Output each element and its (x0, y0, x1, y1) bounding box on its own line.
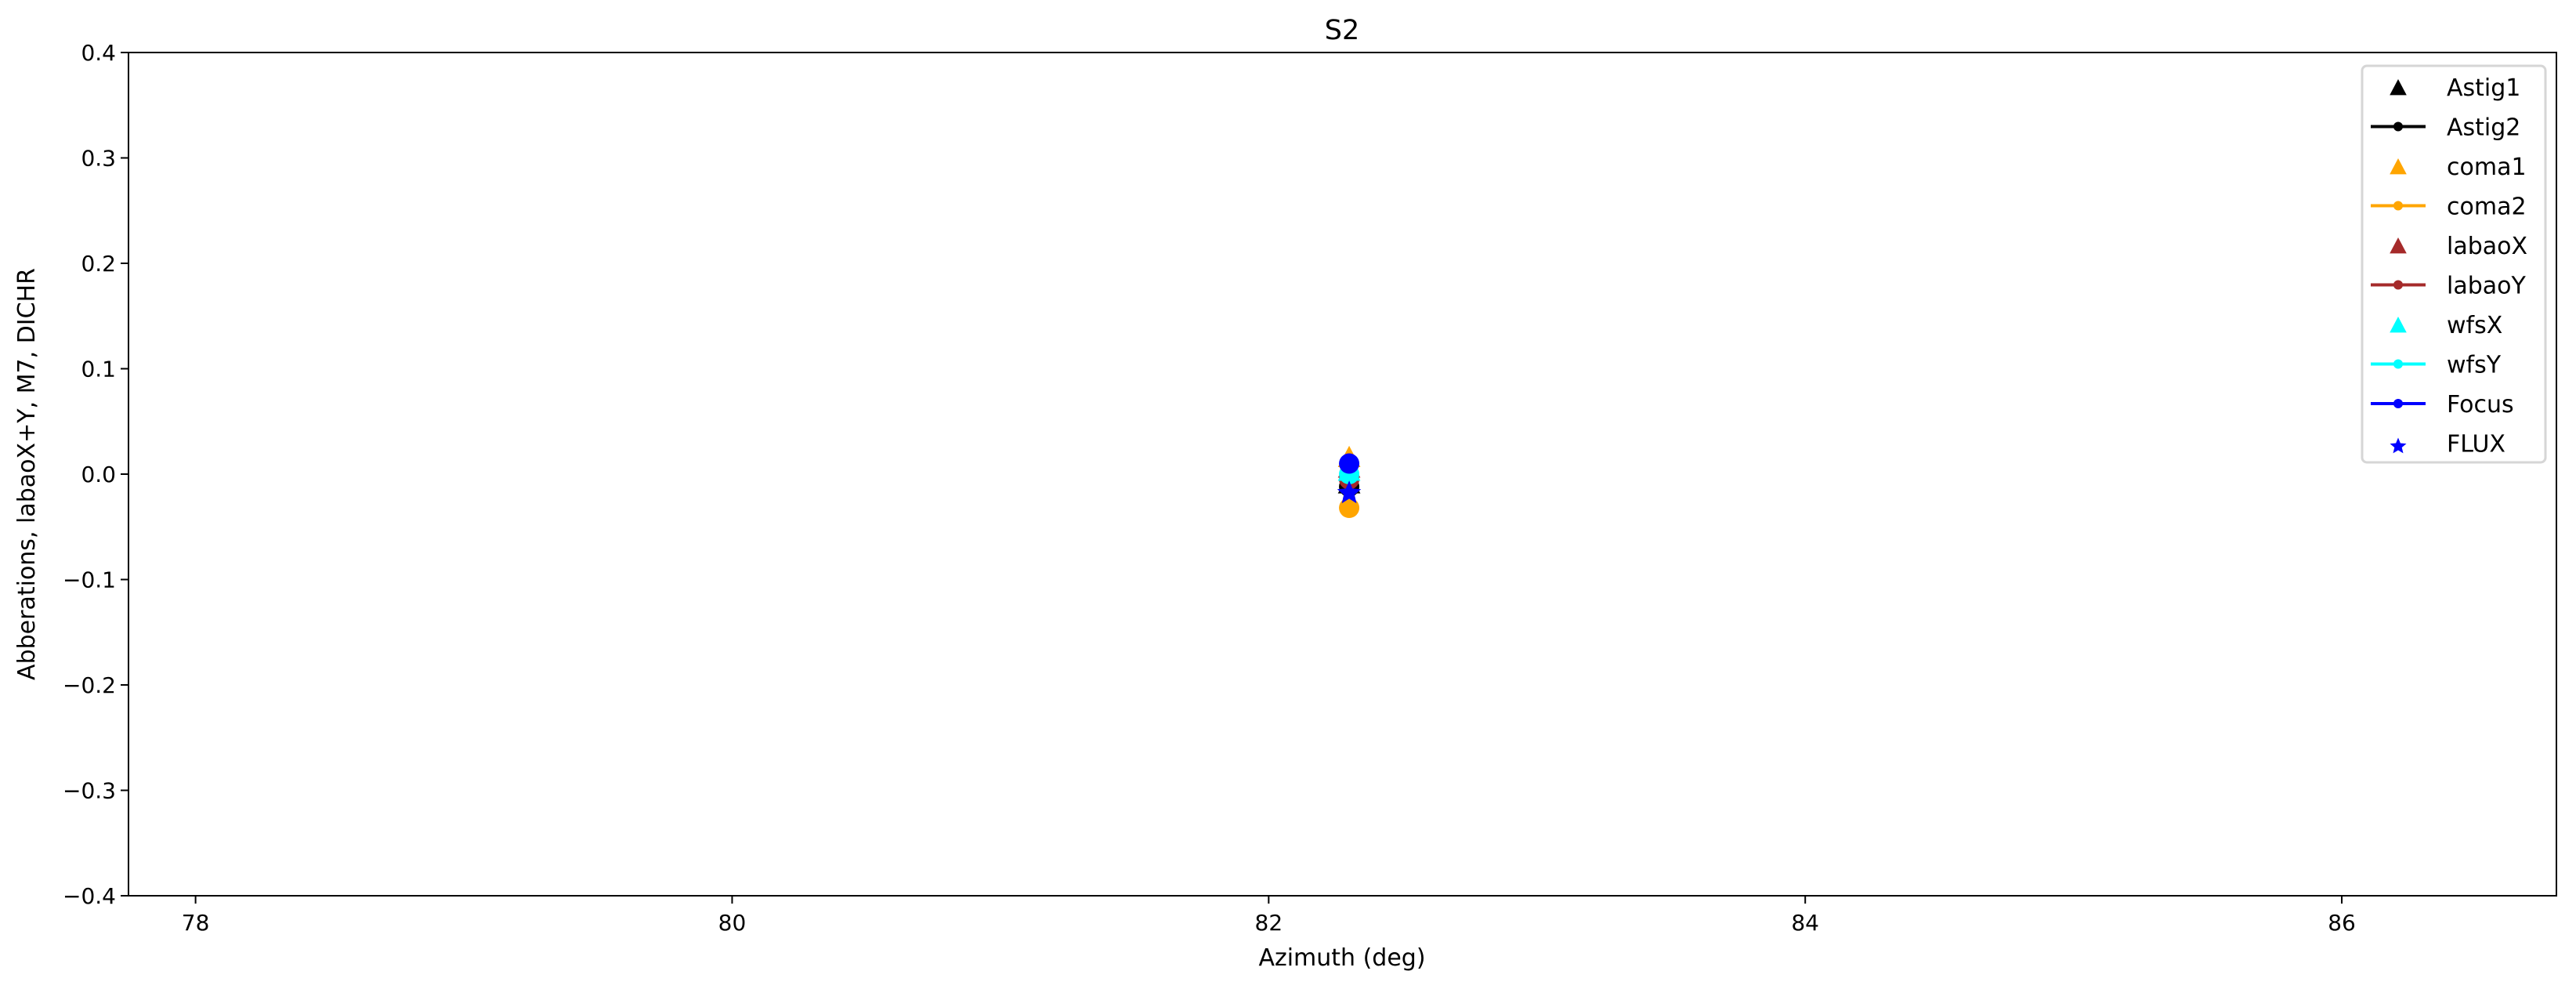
coma2-point (1339, 498, 1360, 519)
legend-astig1-marker (2390, 79, 2407, 96)
y-tick-label: 0.2 (81, 251, 116, 277)
y-tick-label: −0.2 (63, 672, 116, 698)
x-tick-label: 84 (1791, 910, 1819, 936)
y-tick-label: 0.1 (81, 357, 116, 382)
y-tick-label: −0.1 (63, 567, 116, 593)
x-tick-label: 82 (1255, 910, 1283, 936)
legend-wfsy-marker (2393, 359, 2403, 369)
legend-flux-label: FLUX (2447, 431, 2505, 458)
y-axis-label: Abberations, labaoX+Y, M7, DICHR (13, 268, 41, 680)
x-tick-label: 78 (182, 910, 210, 936)
y-tick-label: −0.4 (63, 883, 116, 909)
legend-coma2-label: coma2 (2447, 194, 2527, 221)
focus-point (1339, 453, 1360, 474)
x-axis-label: Azimuth (deg) (1258, 944, 1425, 972)
y-tick-label: 0.3 (81, 146, 116, 172)
legend-labaox-label: labaoX (2447, 233, 2527, 260)
legend-coma1-label: coma1 (2447, 154, 2527, 181)
flux-point (1337, 480, 1362, 504)
legend-wfsx-label: wfsX (2447, 312, 2502, 339)
x-tick-label: 86 (2328, 910, 2356, 936)
chart-title: S2 (1325, 15, 1360, 46)
legend-wfsx-marker (2390, 317, 2407, 333)
legend-focus-label: Focus (2447, 391, 2514, 418)
legend-labaoy-marker (2393, 280, 2403, 290)
y-tick-label: 0.0 (81, 462, 116, 487)
legend-coma1-marker (2390, 158, 2407, 175)
legend-coma2-marker (2393, 201, 2403, 211)
legend: Astig1 Astig2 coma1 coma2 labaoX labaoY wfsX wf… (2361, 64, 2547, 464)
legend-flux-marker (2390, 437, 2407, 454)
legend-astig1-label: Astig1 (2447, 74, 2520, 102)
y-tick-label: 0.4 (81, 40, 116, 66)
legend-astig2-label: Astig2 (2447, 114, 2520, 142)
legend-labaoy-label: labaoY (2447, 273, 2527, 300)
y-tick-label: −0.3 (63, 778, 116, 804)
legend-astig2-marker (2393, 121, 2403, 132)
legend-focus-marker (2393, 399, 2403, 408)
legend-labaox-marker (2390, 237, 2407, 254)
x-tick-label: 80 (718, 910, 747, 936)
legend-wfsy-label: wfsY (2447, 352, 2502, 379)
